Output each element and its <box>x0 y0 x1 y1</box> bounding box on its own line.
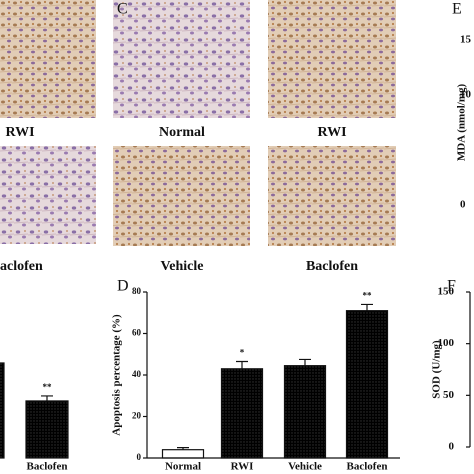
error-bar <box>299 358 311 366</box>
micrograph <box>268 0 396 118</box>
caption: Normal <box>159 125 205 140</box>
x-tick-label: Baclofen <box>27 461 68 473</box>
micrographs <box>0 0 396 246</box>
x-tick-label: Baclofen <box>347 461 388 473</box>
x-tick-label: Vehicle <box>288 461 322 473</box>
y-tick-label: 10 <box>460 89 472 101</box>
y-tick-label: 0 <box>449 441 455 453</box>
y-tick-label: 0 <box>460 199 466 211</box>
bar <box>25 400 69 459</box>
x-tick-label: RWI <box>231 461 254 473</box>
micrograph <box>0 0 96 118</box>
y-tick-label: 0 <box>137 452 142 462</box>
significance: * <box>240 348 245 358</box>
error-bar <box>361 303 373 311</box>
y-axis-label: MDA (nmol/mg) <box>456 84 468 162</box>
y-axis-label: SOD (U/mg) <box>431 340 443 399</box>
significance: ** <box>43 382 53 392</box>
panel-letter: F <box>447 278 456 295</box>
micrograph <box>0 146 96 244</box>
significance: ** <box>363 291 373 301</box>
y-tick-label: 60 <box>132 328 142 338</box>
bar <box>220 368 264 459</box>
error-bar <box>177 447 189 450</box>
bar <box>161 449 205 459</box>
error-bar <box>236 360 248 369</box>
micrograph <box>113 0 250 118</box>
caption: Baclofen <box>306 259 358 274</box>
y-tick-label: 100 <box>438 337 455 349</box>
caption: RWI <box>317 125 346 140</box>
micrograph <box>268 146 396 246</box>
panel-letter: C <box>117 1 128 18</box>
caption: Vehicle <box>160 259 203 274</box>
panel-letter: D <box>117 278 129 295</box>
micrograph <box>113 146 250 246</box>
y-tick-label: 80 <box>132 286 142 296</box>
y-tick-label: 20 <box>132 411 142 421</box>
bar <box>0 362 5 459</box>
y-axis-label: Apoptosis percentage (%) <box>111 314 123 436</box>
error-bar <box>41 395 53 401</box>
panel-letter: E <box>452 1 462 18</box>
y-tick-label: 15 <box>460 34 472 46</box>
caption: aclofen <box>0 259 43 274</box>
bar <box>345 310 389 459</box>
y-tick-label: 150 <box>438 286 455 298</box>
y-tick-label: 40 <box>132 369 142 379</box>
y-tick-label: 50 <box>443 389 455 401</box>
bar <box>283 365 327 459</box>
caption: RWI <box>5 125 34 140</box>
x-tick-label: Normal <box>165 461 201 473</box>
